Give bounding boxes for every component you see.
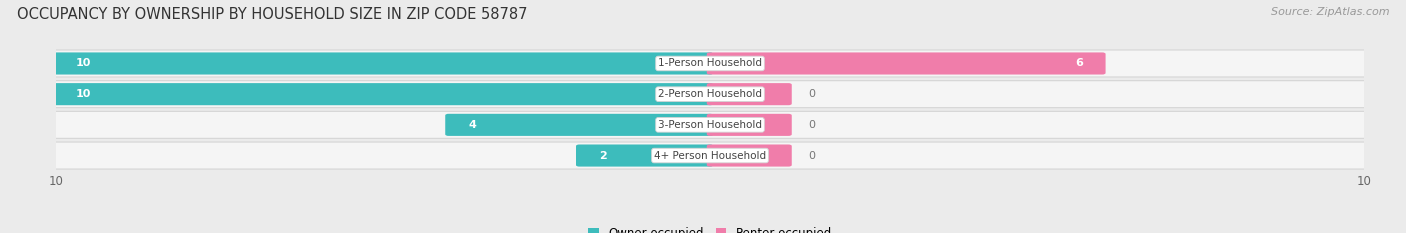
Text: 0: 0: [808, 120, 815, 130]
Text: 0: 0: [808, 151, 815, 161]
Text: 0: 0: [808, 89, 815, 99]
Text: 1-Person Household: 1-Person Household: [658, 58, 762, 69]
Text: 3-Person Household: 3-Person Household: [658, 120, 762, 130]
FancyBboxPatch shape: [707, 83, 792, 105]
FancyBboxPatch shape: [51, 81, 1369, 108]
FancyBboxPatch shape: [51, 142, 1369, 169]
FancyBboxPatch shape: [446, 114, 713, 136]
Text: 6: 6: [1074, 58, 1083, 69]
FancyBboxPatch shape: [707, 52, 1105, 75]
Text: 10: 10: [76, 58, 91, 69]
Text: 2-Person Household: 2-Person Household: [658, 89, 762, 99]
Text: OCCUPANCY BY OWNERSHIP BY HOUSEHOLD SIZE IN ZIP CODE 58787: OCCUPANCY BY OWNERSHIP BY HOUSEHOLD SIZE…: [17, 7, 527, 22]
FancyBboxPatch shape: [576, 144, 713, 167]
FancyBboxPatch shape: [707, 114, 792, 136]
FancyBboxPatch shape: [707, 144, 792, 167]
Text: 2: 2: [599, 151, 606, 161]
Text: 4+ Person Household: 4+ Person Household: [654, 151, 766, 161]
Text: 4: 4: [468, 120, 477, 130]
FancyBboxPatch shape: [51, 50, 1369, 77]
Text: 10: 10: [76, 89, 91, 99]
FancyBboxPatch shape: [53, 83, 713, 105]
Legend: Owner-occupied, Renter-occupied: Owner-occupied, Renter-occupied: [583, 222, 837, 233]
FancyBboxPatch shape: [51, 111, 1369, 138]
FancyBboxPatch shape: [53, 52, 713, 75]
Text: Source: ZipAtlas.com: Source: ZipAtlas.com: [1271, 7, 1389, 17]
